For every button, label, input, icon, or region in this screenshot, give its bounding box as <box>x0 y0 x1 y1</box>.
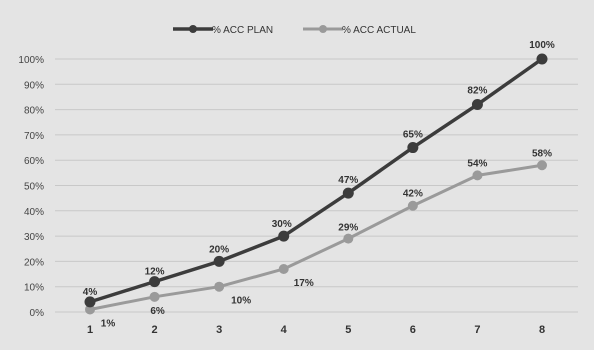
legend-swatch-marker <box>319 25 327 33</box>
legend-item-plan: % ACC PLAN <box>173 25 273 36</box>
plan-data-label: 65% <box>403 130 423 141</box>
actual-data-label: 17% <box>294 278 314 289</box>
legend-label: % ACC PLAN <box>212 25 273 36</box>
y-tick-label: 0% <box>30 308 45 319</box>
x-tick-label: 4 <box>281 324 288 336</box>
legend-swatch-marker <box>189 25 197 33</box>
y-tick-label: 70% <box>24 131 44 142</box>
actual-data-label: 42% <box>403 189 423 200</box>
gridlines <box>55 58 578 313</box>
plan-point <box>536 53 548 65</box>
actual-point <box>472 170 483 181</box>
plan-data-label: 82% <box>467 86 487 97</box>
actual-data-label: 1% <box>101 318 116 329</box>
plan-point <box>149 276 161 288</box>
actual-point <box>214 281 225 292</box>
actual-point <box>85 304 95 315</box>
data-labels: 4% 12% 20% 30% 47% 65% 82% 100% 1% 6% 10% 17% 29% 42%… <box>83 40 555 329</box>
actual-point <box>149 291 160 302</box>
plan-data-label: 30% <box>272 219 292 230</box>
x-tick-label: 1 <box>87 324 93 336</box>
actual-data-label: 29% <box>338 223 358 234</box>
plan-point <box>471 99 483 111</box>
x-tick-label: 5 <box>345 324 351 336</box>
x-tick-label: 3 <box>216 324 222 336</box>
x-tick-label: 6 <box>410 324 416 336</box>
plan-point <box>213 255 225 267</box>
x-axis-ticks: 1 2 3 4 5 6 7 8 <box>87 324 545 336</box>
plan-data-label: 4% <box>83 287 98 298</box>
plan-point <box>84 296 96 308</box>
y-tick-label: 90% <box>24 80 44 91</box>
plan-data-label: 20% <box>209 244 229 255</box>
plan-point <box>342 187 354 199</box>
plan-data-label: 100% <box>529 40 555 51</box>
actual-series-line <box>89 163 543 311</box>
actual-point <box>407 200 418 211</box>
plan-data-label: 47% <box>338 175 358 186</box>
series-layer <box>84 53 548 315</box>
y-tick-label: 60% <box>24 156 44 167</box>
x-tick-label: 2 <box>152 324 158 336</box>
actual-point <box>537 160 547 171</box>
x-tick-label: 7 <box>474 324 480 336</box>
actual-point <box>278 263 289 274</box>
actual-point <box>343 233 354 244</box>
actual-data-label: 10% <box>231 296 251 307</box>
plan-data-label: 12% <box>145 267 165 278</box>
plan-point <box>278 230 290 242</box>
y-tick-label: 50% <box>24 182 44 193</box>
actual-data-label: 6% <box>150 306 165 317</box>
x-tick-label: 8 <box>539 324 545 336</box>
legend-item-actual: % ACC ACTUAL <box>303 25 416 36</box>
actual-data-label: 58% <box>532 148 552 159</box>
plan-point <box>407 142 419 154</box>
legend-label: % ACC ACTUAL <box>342 25 416 36</box>
y-tick-label: 20% <box>24 257 44 268</box>
y-tick-label: 100% <box>18 55 44 66</box>
actual-data-label: 54% <box>467 158 487 169</box>
y-axis-ticks: 0% 10% 20% 30% 40% 50% 60% 70% 80% 90% 100% <box>18 55 44 319</box>
plan-series-line <box>89 57 544 304</box>
legend: % ACC PLAN % ACC ACTUAL <box>173 25 416 36</box>
y-tick-label: 40% <box>24 207 44 218</box>
y-tick-label: 30% <box>24 232 44 243</box>
y-tick-label: 10% <box>24 283 44 294</box>
y-tick-label: 80% <box>24 106 44 117</box>
